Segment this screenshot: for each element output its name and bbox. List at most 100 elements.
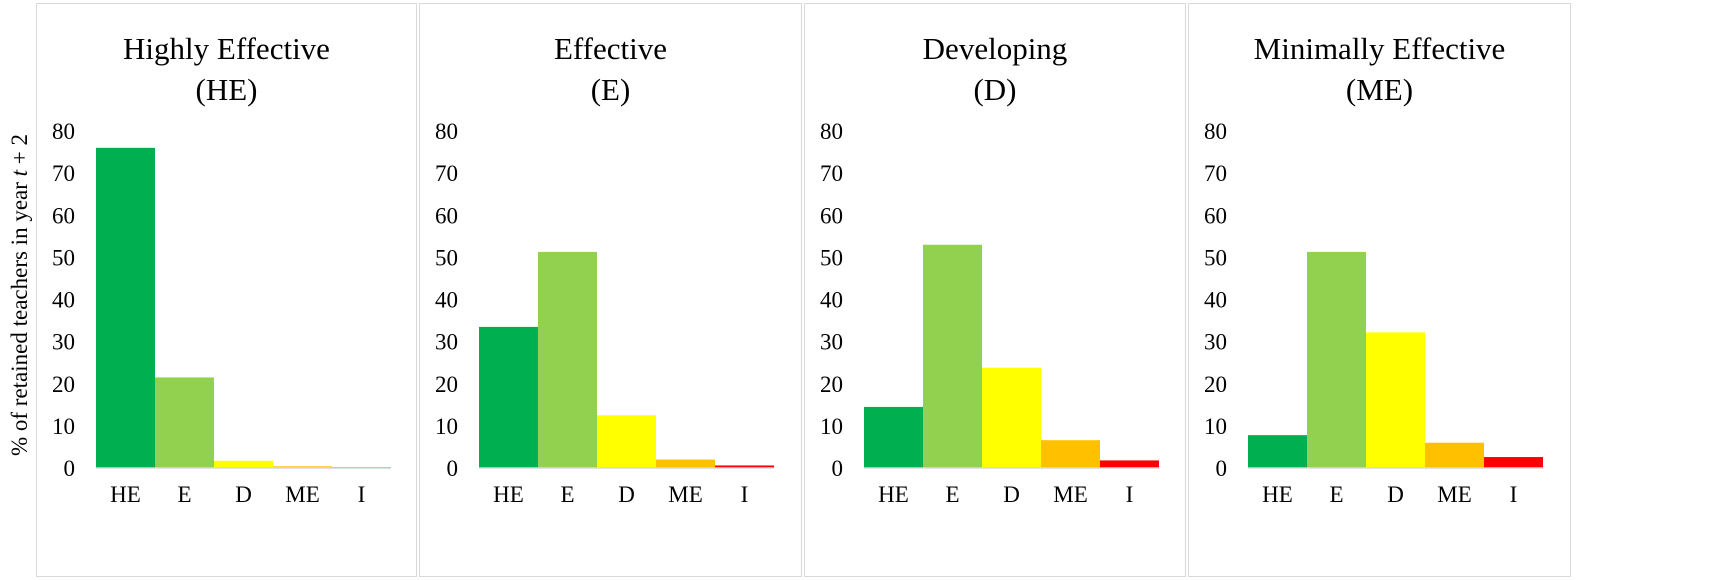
x-category-label: D — [618, 482, 635, 507]
x-category-label: I — [358, 482, 366, 507]
bar-chart-developing: 0 10 20 30 40 50 60 70 80 HE E D ME I — [820, 119, 1159, 507]
bar-he — [96, 147, 155, 468]
y-tick-label: 10 — [52, 414, 75, 439]
bar-i — [1100, 460, 1159, 468]
bar-chart-effective: 0 10 20 30 40 50 60 70 80 HE E D ME I — [435, 119, 774, 507]
x-category-label: ME — [285, 482, 320, 507]
y-tick-label: 30 — [435, 330, 458, 355]
y-tick-label: 20 — [1204, 372, 1227, 397]
y-tick-label: 60 — [820, 203, 843, 228]
y-tick-label: 40 — [52, 288, 75, 313]
bar-chart-highly-effective: 0 10 20 30 40 50 60 70 80 HE E D ME I — [52, 119, 391, 507]
y-tick-label: 50 — [1204, 245, 1227, 270]
y-tick-label: 20 — [435, 372, 458, 397]
bar-e — [923, 244, 982, 468]
y-tick-label: 70 — [820, 161, 843, 186]
y-tick-label: 50 — [435, 245, 458, 270]
y-tick-label: 40 — [435, 288, 458, 313]
y-tick-label: 70 — [1204, 161, 1227, 186]
bar-me — [273, 466, 332, 468]
y-tick-label: 40 — [1204, 288, 1227, 313]
y-axis-label-variable: t — [7, 169, 32, 177]
x-category-label: I — [1126, 482, 1134, 507]
chart-panel-developing: Developing (D) 0 10 20 30 40 50 60 70 80 HE E D ME I — [804, 3, 1186, 577]
bar-d — [1366, 332, 1425, 468]
y-tick-label: 50 — [52, 245, 75, 270]
y-tick-label: 10 — [820, 414, 843, 439]
x-category-label: I — [1510, 482, 1518, 507]
bar-d — [597, 415, 656, 468]
y-tick-label: 70 — [52, 161, 75, 186]
bar-d — [214, 460, 273, 468]
bar-e — [538, 251, 597, 468]
x-category-label: HE — [1262, 482, 1293, 507]
panel-title-line-2: (D) — [973, 72, 1017, 107]
bar-i — [715, 465, 774, 468]
panel-title: Minimally Effective (ME) — [1189, 28, 1570, 110]
y-tick-label: 60 — [52, 203, 75, 228]
y-tick-label: 80 — [52, 119, 75, 144]
panel-title: Effective (E) — [420, 28, 801, 110]
bar-he — [864, 406, 923, 468]
bar-me — [1425, 442, 1484, 468]
x-category-label: E — [560, 482, 574, 507]
y-axis-label-prefix: % of retained teachers in year — [7, 176, 32, 457]
chart-panel-effective: Effective (E) 0 10 20 30 40 50 60 70 80 HE E D ME I — [419, 3, 802, 577]
y-tick-label: 30 — [820, 330, 843, 355]
panel-title-line-1: Developing — [922, 31, 1068, 66]
panel-title-line-2: (ME) — [1345, 72, 1414, 107]
x-category-label: D — [235, 482, 252, 507]
x-category-label: I — [741, 482, 749, 507]
x-category-label: HE — [110, 482, 141, 507]
x-category-label: ME — [668, 482, 703, 507]
panel-title-line-1: Effective — [553, 31, 668, 66]
y-tick-label: 80 — [820, 119, 843, 144]
bar-i — [1484, 457, 1543, 468]
y-axis-label-container: % of retained teachers in year t + 2 — [0, 0, 36, 580]
y-tick-label: 60 — [1204, 203, 1227, 228]
y-tick-label: 20 — [52, 372, 75, 397]
y-tick-label: 40 — [820, 288, 843, 313]
y-tick-label: 60 — [435, 203, 458, 228]
bar-e — [1307, 251, 1366, 468]
y-tick-label: 10 — [1204, 414, 1227, 439]
x-category-label: HE — [878, 482, 909, 507]
x-category-label: D — [1387, 482, 1404, 507]
chart-panel-highly-effective: Highly Effective (HE) 0 10 20 30 40 50 60 70 80 H… — [36, 3, 417, 577]
bar-me — [1041, 440, 1100, 468]
x-category-label: E — [177, 482, 191, 507]
x-category-label: HE — [493, 482, 524, 507]
y-tick-label: 10 — [435, 414, 458, 439]
y-axis-label-suffix: + 2 — [7, 133, 32, 170]
x-category-label: ME — [1053, 482, 1088, 507]
y-tick-label: 30 — [52, 330, 75, 355]
y-tick-label: 30 — [1204, 330, 1227, 355]
x-category-label: E — [1329, 482, 1343, 507]
y-tick-label: 0 — [447, 456, 459, 481]
y-tick-label: 50 — [820, 245, 843, 270]
y-tick-label: 20 — [820, 372, 843, 397]
y-tick-label: 70 — [435, 161, 458, 186]
panel-title: Highly Effective (HE) — [37, 28, 416, 110]
panel-title: Developing (D) — [805, 28, 1185, 110]
panel-title-line-2: (E) — [590, 72, 631, 107]
x-category-label: E — [945, 482, 959, 507]
y-tick-label: 0 — [64, 456, 76, 481]
bar-he — [479, 326, 538, 468]
bar-he — [1248, 435, 1307, 468]
bar-d — [982, 367, 1041, 468]
y-tick-label: 0 — [832, 456, 844, 481]
panel-title-line-2: (HE) — [195, 72, 258, 107]
bar-e — [155, 377, 214, 468]
panel-title-line-1: Highly Effective — [123, 31, 330, 66]
x-category-label: D — [1003, 482, 1020, 507]
x-category-label: ME — [1437, 482, 1472, 507]
panel-title-line-1: Minimally Effective — [1253, 31, 1506, 66]
chart-panel-minimally-effective: Minimally Effective (ME) 0 10 20 30 40 50 60 70… — [1188, 3, 1571, 577]
bar-me — [656, 459, 715, 468]
y-axis-label: % of retained teachers in year t + 2 — [7, 134, 33, 456]
y-tick-label: 80 — [1204, 119, 1227, 144]
y-tick-label: 0 — [1216, 456, 1228, 481]
y-tick-label: 80 — [435, 119, 458, 144]
bar-chart-minimally-effective: 0 10 20 30 40 50 60 70 80 HE E D ME I — [1204, 119, 1543, 507]
